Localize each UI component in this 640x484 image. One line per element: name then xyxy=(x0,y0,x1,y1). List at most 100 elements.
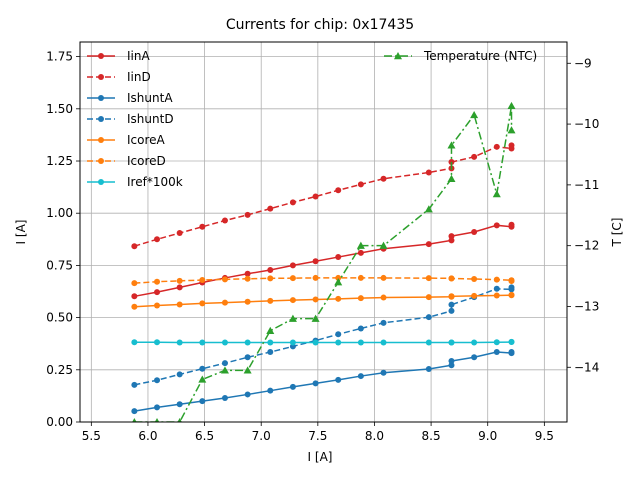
data-point xyxy=(312,193,319,200)
data-point xyxy=(493,292,500,299)
data-point xyxy=(198,375,207,383)
data-point xyxy=(357,274,364,281)
data-point xyxy=(199,300,206,307)
data-point xyxy=(493,285,500,292)
legend-label: IinA xyxy=(127,49,150,63)
data-point xyxy=(176,401,183,408)
data-point xyxy=(289,199,296,206)
x-axis-label: I [A] xyxy=(308,450,333,464)
data-point xyxy=(221,394,228,401)
data-point xyxy=(154,278,161,285)
data-point xyxy=(448,293,455,300)
data-point xyxy=(380,339,387,346)
y-tick-label: 1.00 xyxy=(46,206,73,220)
data-point xyxy=(267,267,274,273)
legend-right: Temperature (NTC) xyxy=(384,49,537,63)
data-point xyxy=(176,339,183,346)
data-point xyxy=(447,141,456,149)
data-point xyxy=(335,339,342,346)
data-point xyxy=(425,241,432,248)
data-point xyxy=(335,274,342,281)
data-point xyxy=(448,307,455,314)
data-point xyxy=(244,339,251,346)
x-tick-label: 9.5 xyxy=(535,429,554,443)
data-point xyxy=(154,302,161,309)
data-point xyxy=(425,169,432,176)
y2-tick-label: −14 xyxy=(574,360,599,374)
legend-marker xyxy=(98,53,104,59)
data-point xyxy=(448,233,455,240)
data-point xyxy=(448,237,455,244)
plot-series xyxy=(131,101,516,422)
chart-title: Currents for chip: 0x17435 xyxy=(226,17,414,33)
data-point xyxy=(335,376,342,383)
data-point xyxy=(176,284,183,291)
y-tick-label: 0.00 xyxy=(46,415,73,429)
data-point xyxy=(380,369,387,376)
data-point xyxy=(425,294,432,301)
legend-label: IcoreA xyxy=(127,133,166,147)
y-tick-label: 1.75 xyxy=(46,50,73,64)
x-tick-label: 6.0 xyxy=(138,429,157,443)
data-point xyxy=(357,373,364,380)
data-point xyxy=(448,339,455,346)
data-point xyxy=(425,314,432,321)
data-point xyxy=(357,181,364,188)
data-point xyxy=(380,319,387,326)
legend-marker xyxy=(98,137,104,143)
data-point xyxy=(335,331,342,338)
data-point xyxy=(356,241,365,249)
data-point xyxy=(199,339,206,346)
legend-left: IinA IinD IshuntA IshuntD IcoreA IcoreD Iref*1… xyxy=(87,49,183,189)
series-temperature-ntc- xyxy=(132,101,516,422)
data-point xyxy=(154,377,161,384)
legend-marker xyxy=(98,158,104,164)
data-point xyxy=(357,249,364,256)
data-point xyxy=(471,292,478,299)
data-point xyxy=(508,291,515,298)
series-icorea xyxy=(131,291,515,310)
data-point xyxy=(131,381,138,388)
data-point xyxy=(221,299,228,306)
data-point xyxy=(425,365,432,372)
data-point xyxy=(493,222,500,229)
plot-frame xyxy=(79,41,568,423)
data-point xyxy=(334,278,343,286)
data-point xyxy=(199,398,206,405)
data-point xyxy=(131,280,138,287)
data-point xyxy=(221,276,228,283)
data-point xyxy=(221,217,228,224)
y-axis-label: I [A] xyxy=(14,220,28,245)
legend-label: IshuntA xyxy=(127,91,173,105)
legend-marker xyxy=(98,116,104,122)
legend-label: IcoreD xyxy=(127,154,166,168)
y-tick-label: 1.50 xyxy=(46,102,73,116)
data-point xyxy=(357,295,364,302)
data-point xyxy=(289,262,296,269)
data-point xyxy=(508,349,515,356)
y2-tick-label: −12 xyxy=(574,239,599,253)
data-point xyxy=(424,205,433,213)
y-tick-label: 0.50 xyxy=(46,311,73,325)
data-point xyxy=(448,275,455,282)
data-point xyxy=(335,187,342,194)
y2-tick-label: −9 xyxy=(574,56,592,70)
data-point xyxy=(154,404,161,411)
legend-marker xyxy=(98,74,104,80)
data-point xyxy=(177,418,182,422)
data-point xyxy=(243,366,252,374)
data-point xyxy=(508,338,515,345)
data-point xyxy=(244,354,251,361)
data-point xyxy=(244,270,251,277)
data-point xyxy=(471,153,478,160)
data-point xyxy=(471,275,478,282)
x-tick-label: 7.5 xyxy=(308,429,327,443)
legend-marker xyxy=(394,52,402,60)
data-point xyxy=(154,236,161,243)
data-point xyxy=(131,408,138,415)
data-point xyxy=(244,391,251,398)
data-point xyxy=(425,339,432,346)
data-point xyxy=(507,101,516,110)
